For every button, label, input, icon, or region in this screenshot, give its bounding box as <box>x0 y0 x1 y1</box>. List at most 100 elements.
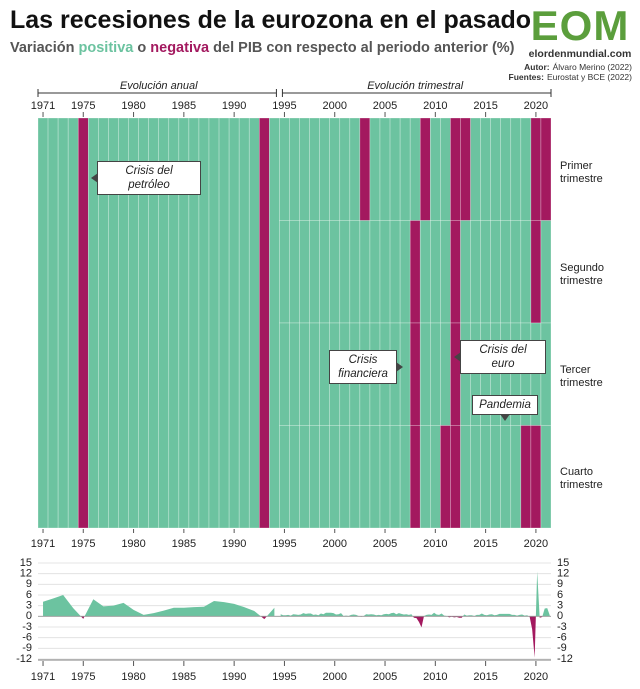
site: elordenmundial.com <box>528 48 632 60</box>
annotation: Crisis del euro <box>454 340 546 374</box>
cell <box>309 117 320 221</box>
cell <box>349 220 361 324</box>
y-tick-label: 15 <box>20 557 32 569</box>
y-tick-label: 15 <box>557 557 569 569</box>
cell <box>299 220 310 324</box>
cell <box>470 425 481 529</box>
y-tick-label: 3 <box>557 600 563 612</box>
x-tick-label: 1975 <box>71 538 95 550</box>
x-tick-label: 1985 <box>172 671 196 683</box>
x-tick-label: 1980 <box>121 671 145 683</box>
cell <box>450 117 461 221</box>
cell <box>480 425 491 529</box>
cell <box>369 425 381 529</box>
cell <box>258 117 270 529</box>
x-tick-label: 1990 <box>222 671 246 683</box>
cell <box>339 117 351 221</box>
cell <box>299 322 310 426</box>
area <box>43 595 275 620</box>
cell <box>460 322 471 426</box>
x-tick-label: 1971 <box>31 671 55 683</box>
x-tick-label: 2005 <box>373 100 397 112</box>
x-tick-label: 1995 <box>272 538 296 550</box>
x-tick-label: 1995 <box>272 100 296 112</box>
cell <box>440 117 451 221</box>
subtitle-text: del PIB con respecto al periodo anterior… <box>213 40 515 56</box>
cell <box>510 220 522 324</box>
cell <box>379 220 391 324</box>
cell <box>530 220 542 324</box>
cell <box>77 117 89 529</box>
cell <box>500 117 512 221</box>
x-tick-label: 2000 <box>322 538 346 550</box>
row-label: Tercer trimestre <box>560 364 603 389</box>
cell <box>510 117 522 221</box>
cell <box>460 117 471 221</box>
x-tick-label: 1985 <box>172 538 196 550</box>
title: Las recesiones de la eurozona en el pasa… <box>10 6 532 34</box>
y-tick-label: 9 <box>26 578 32 590</box>
cell <box>329 117 341 221</box>
cell <box>67 117 79 529</box>
subtitle-negative: negativa <box>150 40 210 56</box>
cell <box>409 220 421 324</box>
cell <box>409 322 421 426</box>
cell <box>429 117 441 221</box>
cell <box>309 220 320 324</box>
cell <box>429 425 441 529</box>
cell <box>359 117 371 221</box>
cell <box>440 425 451 529</box>
cell <box>289 425 300 529</box>
logo: EOM <box>530 2 630 49</box>
cell <box>248 117 260 529</box>
author-value: Álvaro Merino (2022) <box>552 62 632 72</box>
cell <box>289 322 300 426</box>
x-tick-label: 2005 <box>373 538 397 550</box>
cell <box>480 220 491 324</box>
cell <box>440 220 451 324</box>
sources-label: Fuentes: <box>508 72 544 82</box>
cell <box>460 425 471 529</box>
cell <box>480 117 491 221</box>
cell <box>289 117 300 221</box>
cell <box>379 425 391 529</box>
subtitle-text: o <box>137 40 147 56</box>
y-tick-label: -12 <box>16 653 32 665</box>
cell <box>540 425 552 529</box>
cell <box>359 425 371 529</box>
section-label: Evolución trimestral <box>367 80 464 92</box>
cell <box>37 117 49 529</box>
cell <box>490 220 502 324</box>
cell <box>228 117 240 529</box>
x-tick-label: 2015 <box>473 100 497 112</box>
x-tick-label: 1995 <box>272 671 296 683</box>
cell <box>279 220 290 324</box>
cell <box>419 220 431 324</box>
author: Autor: Álvaro Merino (2022) <box>470 62 632 72</box>
cell <box>309 322 320 426</box>
x-tick-label: 1975 <box>71 100 95 112</box>
x-tick-label: 2015 <box>473 538 497 550</box>
cell <box>490 117 502 221</box>
x-tick-label: 1985 <box>172 100 196 112</box>
y-tick-label: -3 <box>557 621 567 633</box>
section-label: Evolución anual <box>120 80 198 92</box>
cell <box>289 220 300 324</box>
cell <box>530 117 542 221</box>
cell <box>309 425 320 529</box>
cell <box>460 220 471 324</box>
annotation: Crisis del petróleo <box>91 161 201 195</box>
cell <box>329 425 341 529</box>
cell <box>450 322 461 426</box>
x-tick-label: 2015 <box>473 671 497 683</box>
cell <box>47 117 59 529</box>
subtitle-text: Variación <box>10 40 75 56</box>
x-tick-label: 1990 <box>222 100 246 112</box>
sources: Fuentes: Eurostat y BCE (2022) <box>470 72 632 82</box>
cell <box>319 220 331 324</box>
x-tick-label: 2005 <box>373 671 397 683</box>
cell <box>208 117 220 529</box>
cell <box>299 425 310 529</box>
cell <box>319 425 331 529</box>
